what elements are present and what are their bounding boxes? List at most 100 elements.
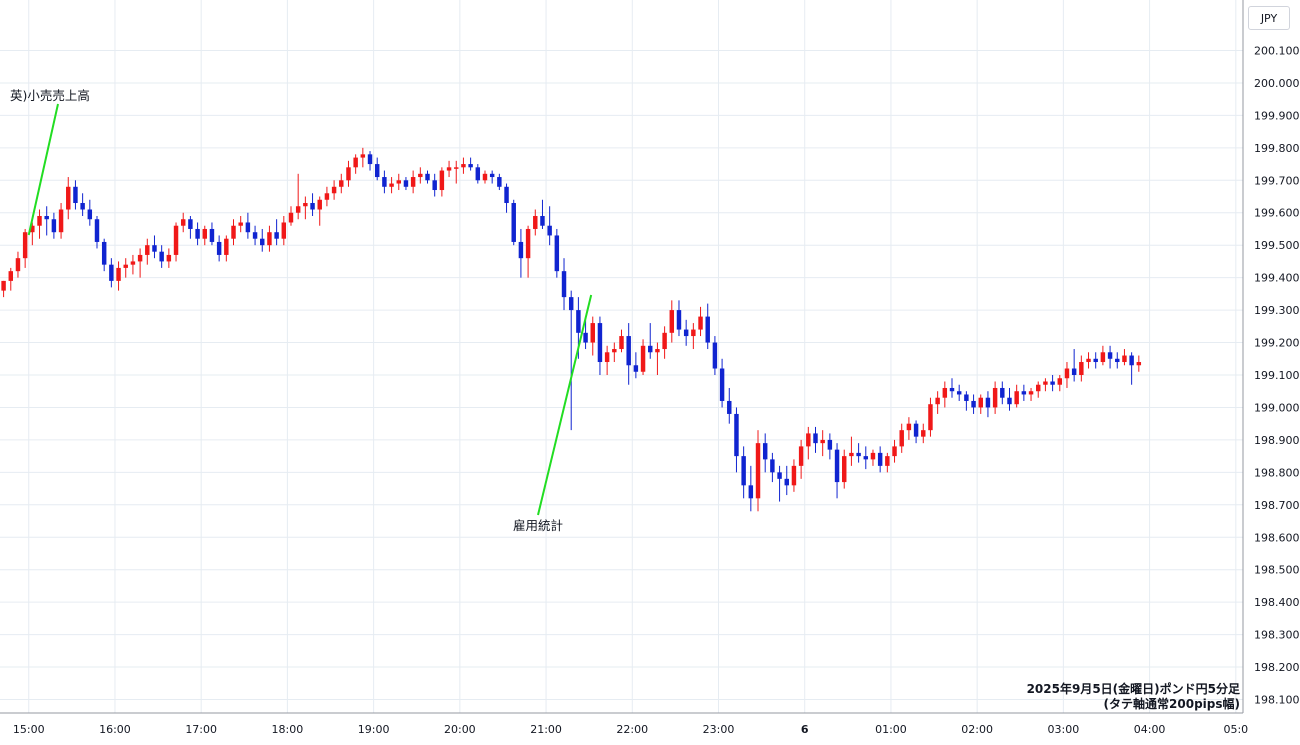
candle-body: [691, 329, 696, 337]
candle: [568, 290, 574, 431]
candle: [899, 423, 904, 453]
candle-body: [842, 456, 847, 483]
candle-body: [188, 219, 193, 229]
candle-body: [626, 336, 631, 366]
price-tick-label: 199.900: [1254, 109, 1300, 122]
candle: [798, 439, 804, 479]
candle-body: [87, 209, 93, 220]
candle-body: [1, 280, 6, 291]
candle: [784, 465, 789, 496]
candle: [245, 212, 251, 239]
candle-body: [461, 164, 466, 168]
candle: [928, 397, 933, 437]
candle: [885, 452, 890, 473]
candle: [482, 170, 488, 184]
candle-body: [94, 219, 100, 242]
candle-body: [432, 180, 437, 191]
candle-body: [942, 387, 948, 398]
candle: [1014, 384, 1019, 408]
candle: [906, 417, 912, 440]
candle: [748, 465, 754, 512]
price-tick-label: 198.500: [1254, 564, 1300, 577]
candle: [15, 251, 21, 278]
candle-body: [303, 203, 308, 207]
candle-body: [180, 219, 186, 226]
candle-body: [597, 323, 603, 363]
candle-body: [439, 170, 445, 191]
time-tick-label: 22:00: [616, 723, 648, 736]
candle: [791, 459, 797, 492]
candle-body: [604, 352, 610, 363]
candle-body: [331, 186, 337, 194]
candle: [949, 378, 955, 398]
candle-body: [425, 173, 430, 181]
price-tick-label: 198.800: [1254, 466, 1300, 479]
candle-body: [130, 261, 136, 265]
candle: [310, 193, 315, 216]
candle: [683, 319, 689, 346]
candle-body: [367, 154, 373, 165]
candle: [145, 238, 150, 265]
candle: [619, 329, 624, 353]
candle: [303, 196, 308, 220]
candle-body: [324, 193, 330, 200]
candle: [267, 225, 272, 252]
candle: [705, 303, 710, 350]
candle: [1100, 345, 1106, 366]
candle-body: [762, 443, 768, 460]
candle: [432, 173, 437, 197]
candle-body: [533, 215, 538, 229]
candle-body: [260, 238, 265, 246]
candle: [130, 254, 136, 275]
time-axis[interactable]: 15:00 16:00 17:00 18:00 19:00 20:00 21:00 22:00…: [13, 723, 1248, 736]
candle: [475, 164, 481, 184]
candle: [260, 228, 265, 252]
candle: [561, 258, 567, 311]
candle: [1064, 362, 1070, 388]
candle-body: [224, 238, 229, 255]
candle: [396, 173, 401, 191]
candle-body: [209, 228, 215, 242]
candle: [856, 443, 861, 463]
price-tick-label: 198.400: [1254, 596, 1300, 609]
candle-body: [928, 404, 933, 431]
candle: [863, 446, 869, 470]
candle-body: [497, 177, 502, 187]
candle: [425, 170, 430, 184]
candle-body: [109, 264, 114, 281]
candle-body: [856, 452, 861, 457]
candle: [403, 177, 409, 191]
candle-body: [784, 478, 789, 486]
candle-body: [116, 267, 121, 281]
candle-body: [22, 232, 28, 259]
candle-body: [353, 157, 358, 168]
candle: [727, 387, 732, 424]
candle: [37, 209, 42, 239]
candle: [1107, 345, 1113, 369]
candle: [992, 381, 998, 414]
candle: [935, 391, 940, 414]
annotation-label-nfp: 雇用統計: [513, 518, 563, 533]
price-tick-label: 199.200: [1254, 337, 1300, 350]
candle-body: [518, 241, 524, 259]
time-tick-label: 20:00: [444, 723, 476, 736]
candle-body: [489, 173, 495, 178]
candle-body: [346, 167, 351, 181]
candle-body: [863, 456, 869, 460]
candle-body: [1093, 358, 1098, 363]
candle-body: [30, 225, 35, 233]
candle: [547, 206, 552, 246]
candle: [497, 173, 502, 191]
price-axis[interactable]: 200.100 200.000 199.900 199.800 199.700 199.6…: [1254, 44, 1300, 706]
candle-body: [274, 232, 279, 239]
candle-body: [655, 349, 660, 353]
candle: [834, 443, 840, 499]
candle: [137, 248, 143, 278]
candle-body: [734, 413, 739, 457]
candle-body: [382, 177, 387, 187]
candle: [116, 261, 121, 291]
candle-body: [547, 225, 552, 236]
candle-body: [540, 215, 545, 226]
